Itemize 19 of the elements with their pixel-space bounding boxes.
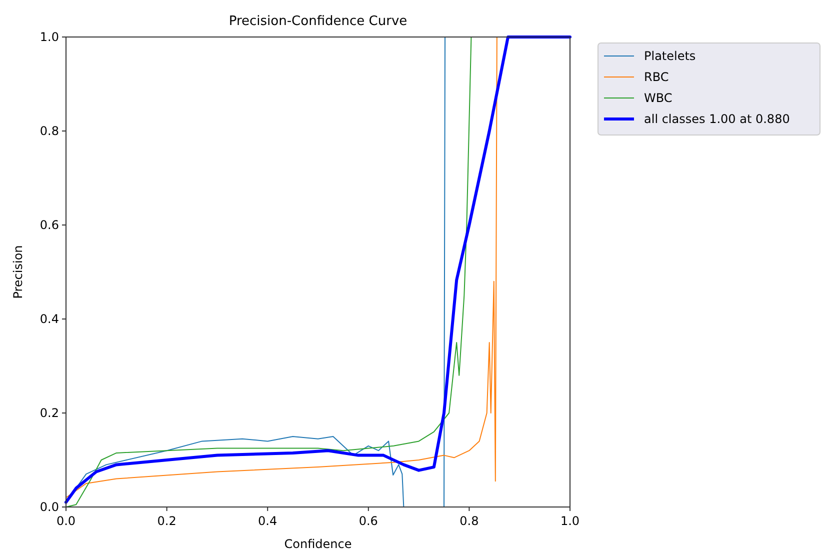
y-tick-label: 1.0 — [40, 30, 59, 44]
x-tick-label: 0.4 — [258, 514, 278, 528]
legend-label: Platelets — [644, 49, 696, 63]
y-tick-label: 0.0 — [40, 500, 59, 514]
legend-label: all classes 1.00 at 0.880 — [644, 112, 790, 126]
x-tick-label: 0.0 — [56, 514, 76, 528]
chart-title: Precision-Confidence Curve — [228, 14, 408, 29]
legend-label: RBC — [644, 70, 669, 84]
x-axis-title: Confidence — [284, 537, 352, 551]
legend-label: WBC — [644, 91, 672, 105]
y-tick-label: 0.4 — [40, 312, 59, 326]
x-tick-label: 1.0 — [560, 514, 580, 528]
x-tick-label: 0.2 — [157, 514, 176, 528]
x-tick-label: 0.8 — [460, 514, 479, 528]
y-axis-title: Precision — [11, 245, 25, 299]
y-tick-label: 0.6 — [40, 218, 59, 232]
x-tick-label: 0.6 — [358, 514, 378, 528]
y-tick-label: 0.2 — [40, 406, 59, 420]
y-tick-label: 0.8 — [40, 124, 59, 138]
